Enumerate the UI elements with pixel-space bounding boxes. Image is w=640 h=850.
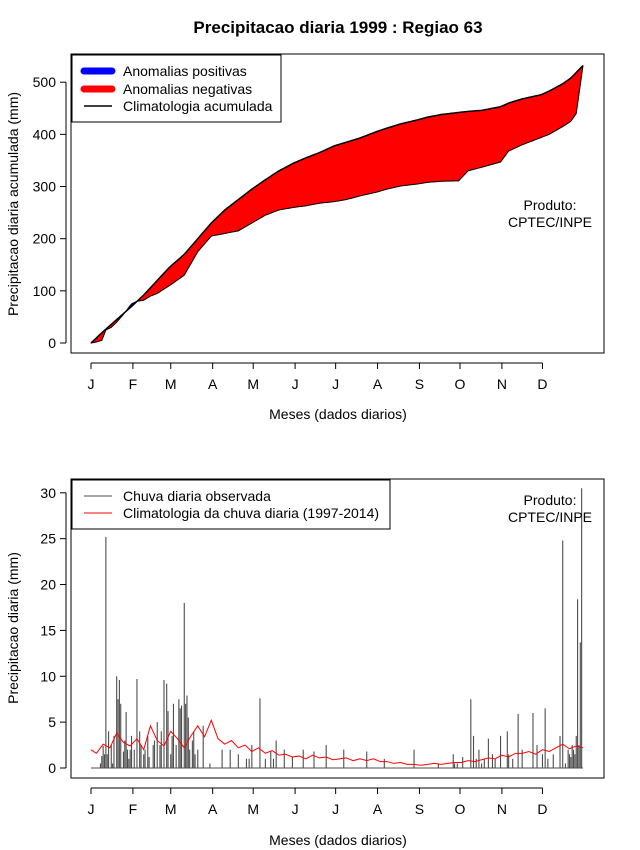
anomaly-fills [90,64,584,344]
x-tick-label-aug: A [373,376,383,392]
x-axis-label: Meses (dados diarios) [269,832,407,848]
climatology-cumulative-line [90,64,584,344]
y-tick-label: 0 [48,760,56,776]
y-axis: 0 5 10 15 20 25 30 [40,485,67,776]
legend: Anomalias positivas Anomalias negativas … [71,54,282,123]
legend-label-observed: Chuva diaria observada [123,488,271,504]
x-tick-label-apr: A [208,801,218,817]
y-tick-label: 100 [33,283,57,299]
x-tick-label-apr: A [208,376,218,392]
plot-frame [70,53,605,354]
x-axis-label: Meses (dados diarios) [269,406,407,422]
y-tick-label: 200 [33,231,57,247]
y-axis-label: Precipitacao diaria acumulada (mm) [5,92,21,316]
climatology-daily-line [90,718,584,766]
x-tick-label-jun: J [292,801,299,817]
y-tick-label: 25 [40,531,56,547]
y-axis-label: Precipitacao diaria (mm) [5,552,21,704]
x-tick-label-jun: J [292,376,299,392]
x-tick-label-jul: J [332,376,339,392]
x-tick-label-oct: O [455,801,466,817]
y-tick-label: 0 [48,335,56,351]
x-tick-label-nov: N [497,376,507,392]
y-tick-label: 15 [40,622,56,638]
product-source: CPTEC/INPE [508,509,592,525]
product-label: Produto: [524,197,577,213]
y-tick-label: 30 [40,485,56,501]
legend-label-climatology: Climatologia acumulada [123,98,273,114]
x-tick-label-dec: D [537,801,547,817]
product-source: CPTEC/INPE [508,214,592,230]
product-label: Produto: [524,492,577,508]
x-tick-label-feb: F [129,376,138,392]
legend-box [71,479,391,530]
x-tick-label-oct: O [455,376,466,392]
x-tick-label-jan: J [88,376,95,392]
y-tick-label: 500 [33,74,57,90]
y-tick-label: 300 [33,179,57,195]
observed-cumulative-line [90,65,584,344]
x-tick-label-mar: M [165,801,177,817]
x-tick-label-jan: J [88,801,95,817]
y-tick-label: 400 [33,126,57,142]
x-tick-label-nov: N [497,801,507,817]
plot-frame [70,478,605,779]
x-tick-label-aug: A [373,801,383,817]
x-tick-label-may: M [247,801,259,817]
cumulative-chart: 0 100 200 300 400 500 J F M A M J J A S O N D Meses (dad… [5,53,605,422]
chart-title: Precipitacao diaria 1999 : Regiao 63 [193,18,482,37]
y-tick-label: 10 [40,668,56,684]
y-tick-label: 5 [48,714,56,730]
x-tick-label-sep: S [415,376,424,392]
y-axis: 0 100 200 300 400 500 [33,74,67,351]
x-tick-label-may: M [247,376,259,392]
legend-label-positive: Anomalias positivas [123,63,247,79]
x-tick-label-feb: F [129,801,138,817]
y-tick-label: 20 [40,577,56,593]
legend: Chuva diaria observada Climatologia da c… [71,479,391,530]
legend-label-climatology: Climatologia da chuva diaria (1997-2014) [123,505,379,521]
x-tick-label-mar: M [165,376,177,392]
x-tick-label-jul: J [332,801,339,817]
x-tick-label-sep: S [415,801,424,817]
legend-label-negative: Anomalias negativas [123,81,252,97]
observed-bars [99,488,583,768]
daily-chart: 0 5 10 15 20 25 30 J F M A M J J A S O N D Meses (dados d… [5,478,605,848]
x-tick-label-dec: D [537,376,547,392]
